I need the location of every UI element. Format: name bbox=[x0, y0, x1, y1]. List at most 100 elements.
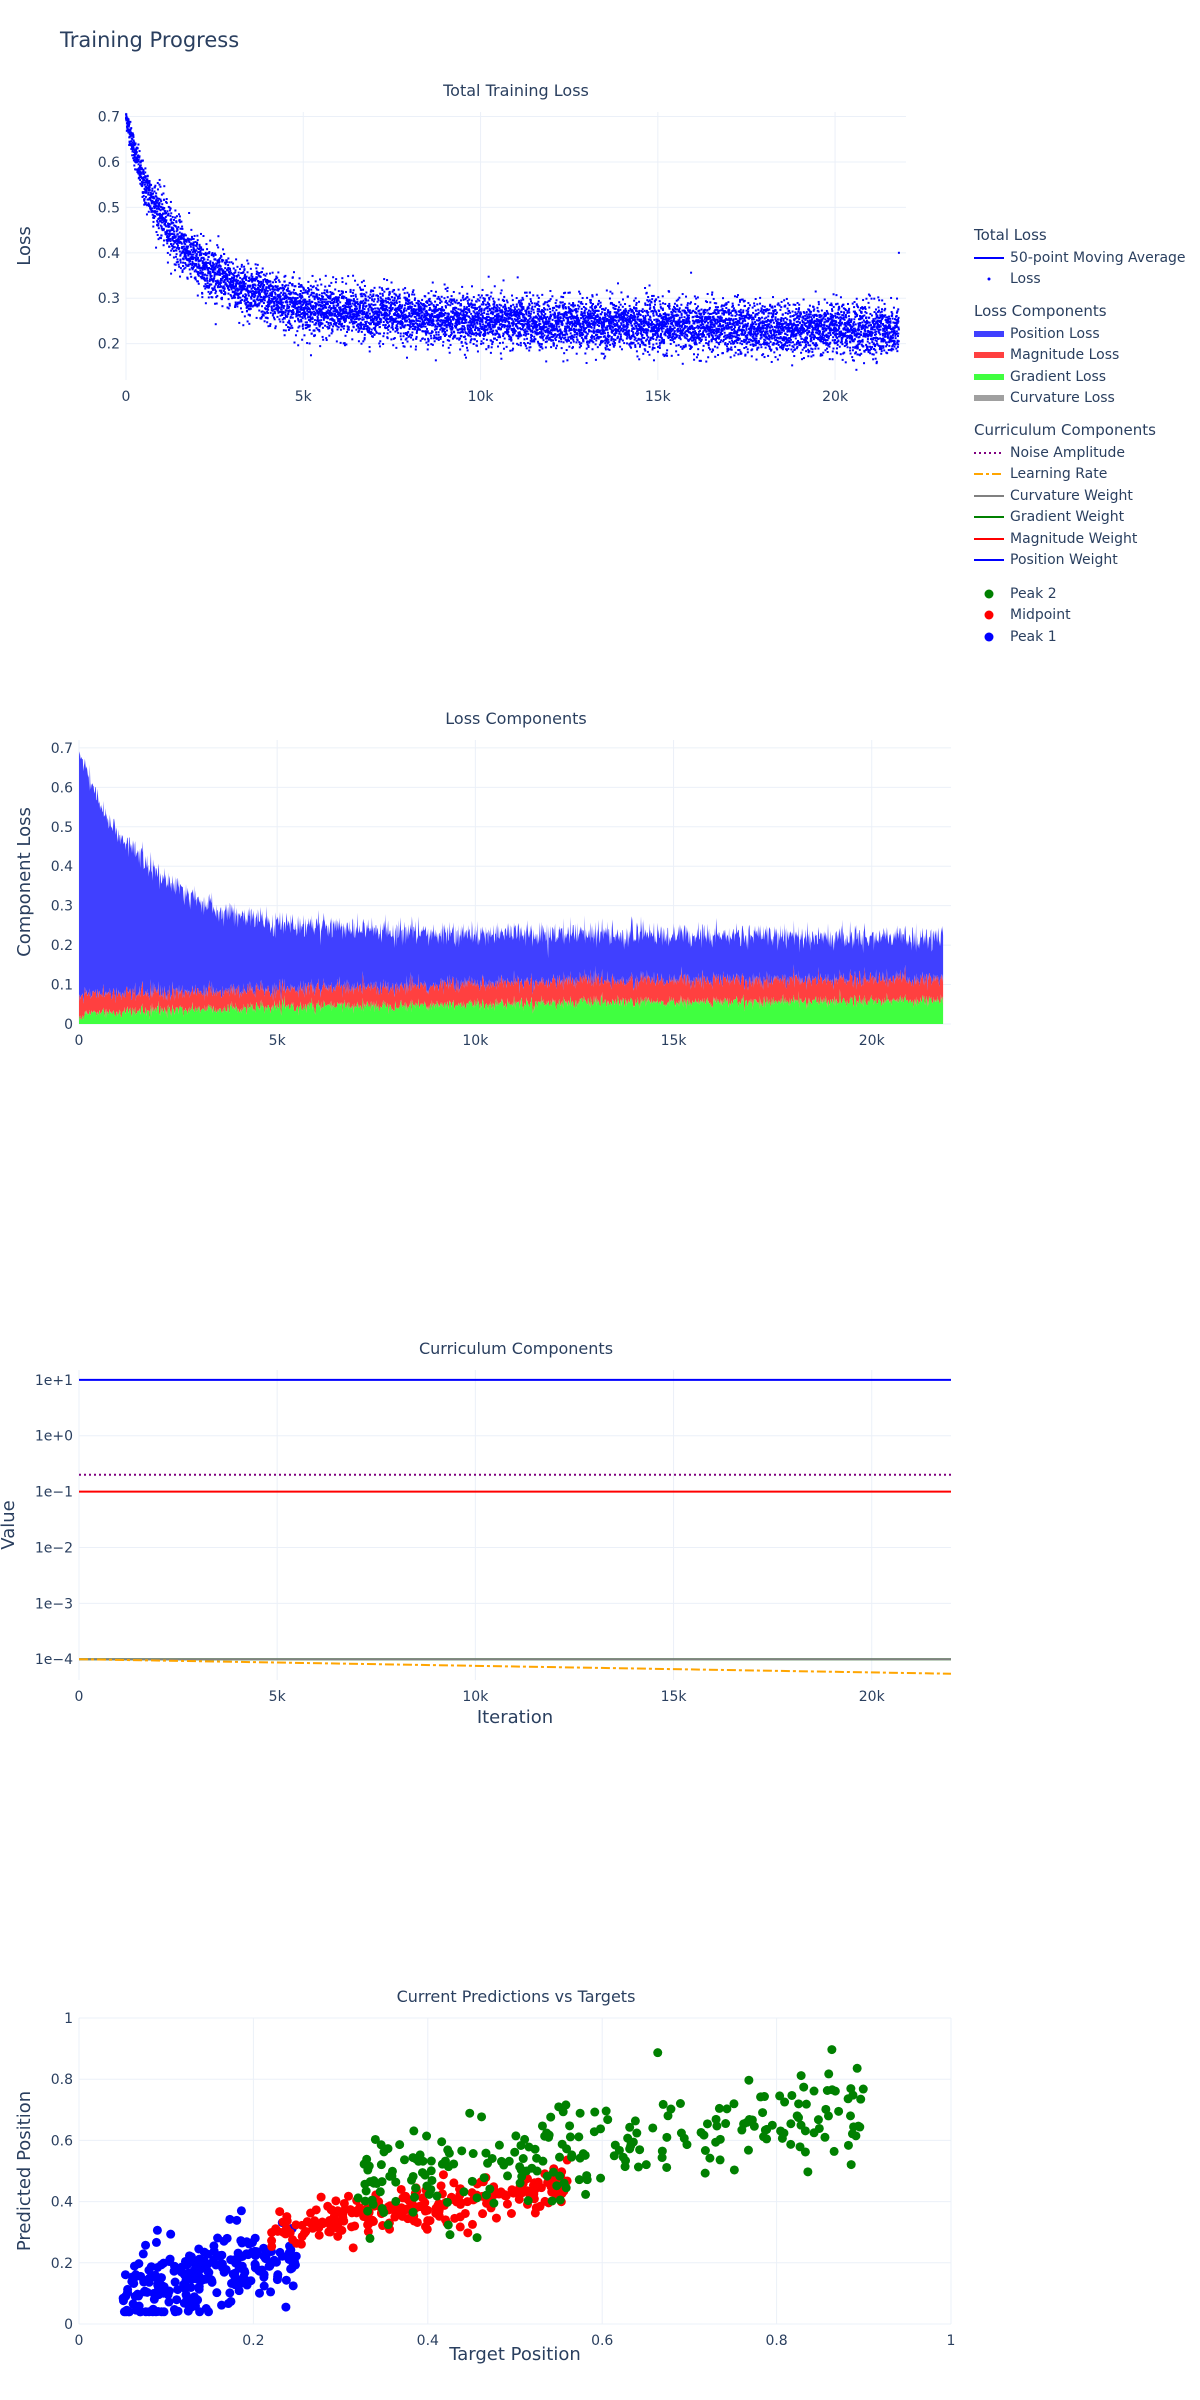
loss-point bbox=[214, 288, 217, 291]
loss-point bbox=[304, 317, 307, 320]
loss-point bbox=[228, 288, 231, 291]
loss-point bbox=[414, 304, 417, 307]
plot-area bbox=[125, 113, 900, 371]
loss-point bbox=[265, 293, 268, 296]
loss-point bbox=[369, 323, 372, 326]
loss-point bbox=[325, 320, 328, 323]
loss-point bbox=[256, 276, 259, 279]
loss-point bbox=[175, 230, 178, 233]
loss-point bbox=[463, 353, 466, 356]
loss-point bbox=[168, 230, 171, 233]
loss-point bbox=[273, 296, 276, 299]
loss-point bbox=[144, 176, 147, 179]
loss-point bbox=[312, 285, 315, 288]
loss-point bbox=[415, 317, 418, 320]
loss-point bbox=[410, 305, 413, 308]
loss-point bbox=[189, 262, 192, 265]
loss-point bbox=[172, 228, 175, 231]
loss-point bbox=[199, 232, 202, 235]
loss-point bbox=[242, 294, 245, 297]
loss-point bbox=[508, 326, 511, 329]
loss-point bbox=[448, 351, 451, 354]
loss-point bbox=[474, 306, 477, 309]
loss-point bbox=[151, 207, 154, 210]
loss-point bbox=[502, 279, 505, 282]
loss-point bbox=[228, 270, 231, 273]
loss-point bbox=[421, 314, 424, 317]
loss-point bbox=[500, 327, 503, 330]
loss-point bbox=[239, 300, 242, 303]
loss-point bbox=[344, 307, 347, 310]
loss-point bbox=[224, 292, 227, 295]
loss-point bbox=[391, 290, 394, 293]
loss-point bbox=[261, 300, 264, 303]
loss-point bbox=[410, 325, 413, 328]
loss-point bbox=[303, 315, 306, 318]
loss-point bbox=[505, 299, 508, 302]
loss-point bbox=[463, 328, 466, 331]
loss-point bbox=[473, 317, 476, 320]
loss-point bbox=[244, 276, 247, 279]
loss-point bbox=[128, 144, 131, 147]
loss-point bbox=[242, 285, 245, 288]
loss-point bbox=[444, 301, 447, 304]
loss-point bbox=[434, 290, 437, 293]
loss-point bbox=[357, 330, 360, 333]
loss-point bbox=[375, 319, 378, 322]
loss-point bbox=[192, 244, 195, 247]
loss-point bbox=[516, 276, 519, 279]
loss-point bbox=[477, 313, 480, 316]
loss-point bbox=[153, 210, 156, 213]
loss-point bbox=[363, 336, 366, 339]
loss-point bbox=[126, 126, 129, 129]
loss-point bbox=[379, 332, 382, 335]
loss-point bbox=[417, 328, 420, 331]
loss-point bbox=[498, 307, 501, 310]
loss-point bbox=[545, 318, 548, 321]
loss-point bbox=[370, 330, 373, 333]
loss-point bbox=[203, 268, 206, 271]
loss-point bbox=[266, 311, 269, 314]
loss-point bbox=[292, 306, 295, 309]
loss-point bbox=[311, 274, 314, 277]
loss-point bbox=[278, 301, 281, 304]
loss-point bbox=[428, 321, 431, 324]
loss-point bbox=[355, 308, 358, 311]
loss-point bbox=[464, 341, 467, 344]
loss-point bbox=[206, 248, 209, 251]
loss-point bbox=[202, 263, 205, 266]
loss-point bbox=[223, 279, 226, 282]
loss-point bbox=[336, 309, 339, 312]
loss-point bbox=[291, 301, 294, 304]
loss-point bbox=[323, 312, 326, 315]
loss-point bbox=[547, 330, 550, 333]
loss-point bbox=[236, 282, 239, 285]
loss-point bbox=[325, 310, 328, 313]
loss-point bbox=[330, 281, 333, 284]
loss-point bbox=[542, 328, 545, 331]
loss-point bbox=[197, 271, 200, 274]
loss-point bbox=[349, 313, 352, 316]
loss-point bbox=[231, 297, 234, 300]
loss-point bbox=[196, 234, 199, 237]
loss-point bbox=[383, 315, 386, 318]
loss-point bbox=[263, 284, 266, 287]
loss-point bbox=[276, 285, 279, 288]
loss-point bbox=[496, 309, 499, 312]
loss-point bbox=[420, 326, 423, 329]
loss-point bbox=[544, 312, 547, 315]
loss-point bbox=[540, 328, 543, 331]
loss-point bbox=[532, 317, 535, 320]
loss-point bbox=[329, 313, 332, 316]
loss-point bbox=[158, 204, 161, 207]
loss-point bbox=[297, 313, 300, 316]
loss-point bbox=[386, 337, 389, 340]
loss-point bbox=[276, 276, 279, 279]
loss-point bbox=[283, 317, 286, 320]
loss-point bbox=[533, 302, 536, 305]
loss-point bbox=[249, 302, 252, 305]
loss-point bbox=[370, 295, 373, 298]
loss-point bbox=[436, 318, 439, 321]
loss-point bbox=[411, 291, 414, 294]
loss-point bbox=[267, 303, 270, 306]
